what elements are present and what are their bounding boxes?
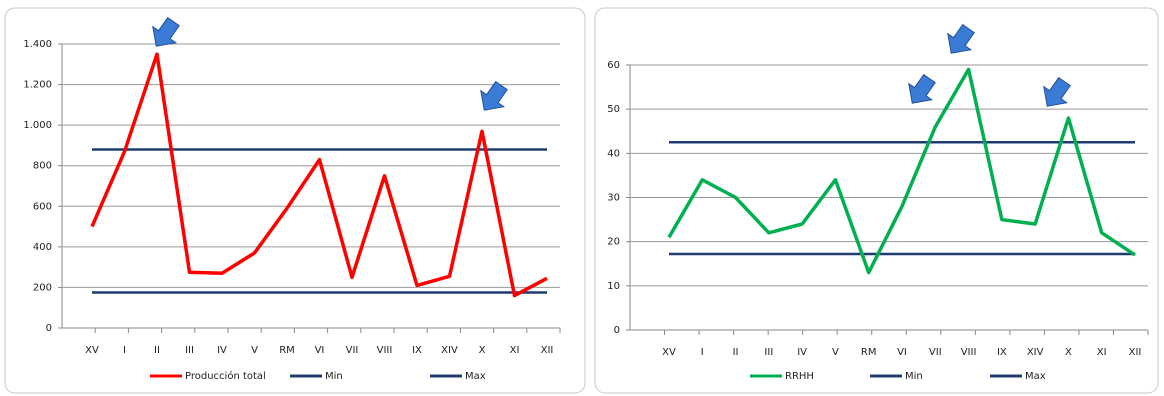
x-tick-label: X [479, 345, 486, 356]
y-tick-label: 0 [614, 325, 620, 336]
x-tick-label: XV [662, 347, 676, 358]
x-tick-label: XI [1097, 347, 1107, 358]
legend-label: Max [465, 371, 486, 382]
x-tick-label: I [123, 345, 126, 356]
x-tick-label: IV [217, 345, 227, 356]
x-tick-label: XII [1129, 347, 1142, 358]
arrow-icon [152, 16, 180, 47]
legend-label: Min [325, 371, 343, 382]
x-tick-label: III [185, 345, 194, 356]
x-tick-label: X [1065, 347, 1072, 358]
x-tick-label: I [701, 347, 704, 358]
y-tick-label: 40 [607, 148, 620, 159]
y-tick-label: 50 [607, 104, 620, 115]
x-tick-label: RM [861, 347, 877, 358]
legend-label: RRHH [785, 371, 814, 382]
x-tick-label: VIII [377, 345, 393, 356]
y-tick-label: 0 [46, 323, 52, 334]
x-tick-label: VI [897, 347, 907, 358]
y-tick-label: 800 [33, 161, 52, 172]
x-tick-label: IX [412, 345, 422, 356]
y-tick-label: 20 [607, 237, 620, 248]
arrows [152, 16, 1071, 111]
chart-frame [4, 7, 586, 394]
x-tick-label: II [733, 347, 739, 358]
y-tick-label: 30 [607, 193, 620, 204]
x-tick-label: V [251, 345, 258, 356]
x-tick-label: II [154, 345, 160, 356]
x-tick-label: XI [510, 345, 520, 356]
x-tick-label: XIV [1027, 347, 1044, 358]
x-tick-label: VII [929, 347, 942, 358]
arrow-icon [480, 80, 508, 111]
chart-frame [594, 7, 1159, 394]
x-tick-label: IX [997, 347, 1007, 358]
arrow-icon [947, 23, 975, 54]
y-tick-label: 10 [607, 281, 620, 292]
y-tick-label: 200 [33, 282, 52, 293]
x-tick-label: RM [279, 345, 295, 356]
x-tick-label: XV [85, 345, 99, 356]
legend-label: Min [905, 371, 923, 382]
arrow-icon [908, 73, 936, 104]
x-tick-label: VII [346, 345, 359, 356]
y-tick-label: 60 [607, 60, 620, 71]
legend-label: Producción total [185, 370, 266, 382]
x-tick-label: V [832, 347, 839, 358]
x-tick-label: XIV [441, 345, 458, 356]
x-tick-label: VI [315, 345, 325, 356]
y-tick-label: 600 [33, 201, 52, 212]
legend-label: Max [1025, 371, 1046, 382]
y-tick-label: 1.000 [23, 120, 52, 131]
series-line [667, 67, 1136, 275]
x-tick-label: III [764, 347, 773, 358]
y-tick-label: 1.400 [23, 39, 52, 50]
x-tick-label: IV [797, 347, 807, 358]
x-tick-label: VIII [961, 347, 977, 358]
y-tick-label: 400 [33, 242, 52, 253]
y-tick-label: 1.200 [23, 80, 52, 91]
series-line [90, 52, 548, 298]
x-tick-label: XII [541, 345, 554, 356]
arrow-icon [1043, 76, 1071, 107]
